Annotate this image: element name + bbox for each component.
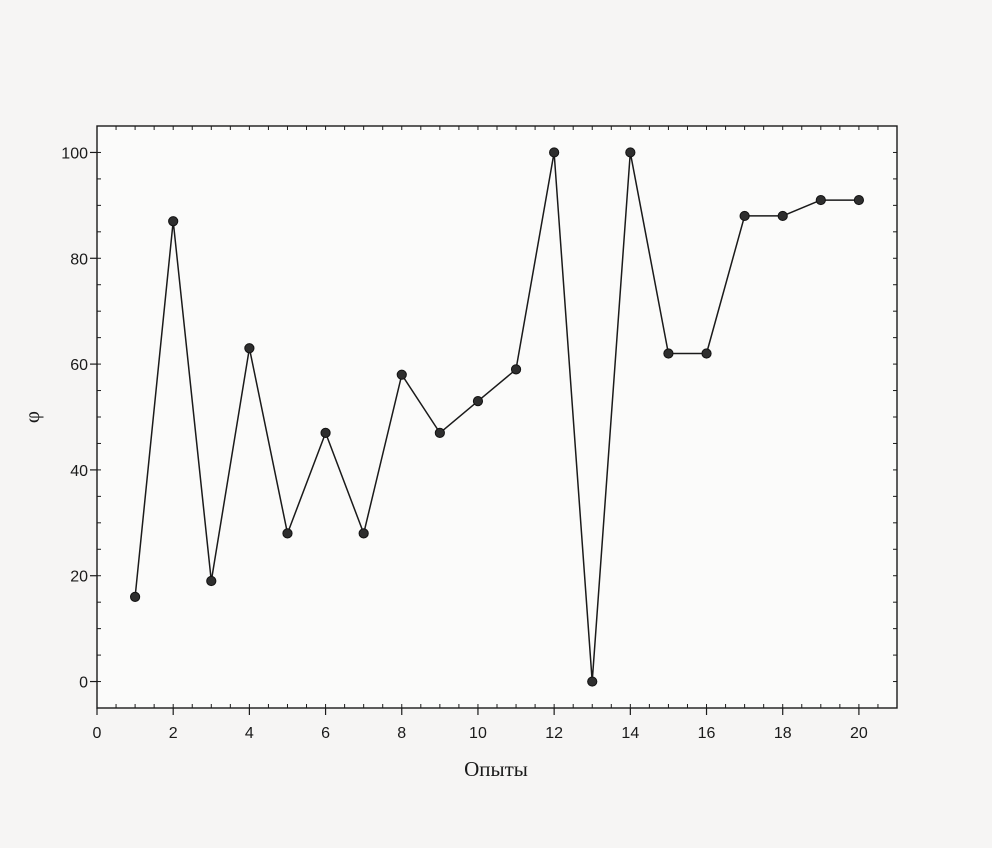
x-tick-label: 14 [621,725,639,742]
x-tick-label: 12 [545,725,563,742]
y-tick-label: 0 [79,675,88,692]
y-tick-label: 80 [70,251,88,268]
x-tick-label: 6 [321,725,330,742]
x-axis-title: Опыты [464,757,528,781]
data-point [434,427,445,438]
data-point [206,575,217,587]
data-point [701,348,712,359]
data-point [777,210,788,222]
data-point [472,396,484,407]
data-point [244,343,255,354]
y-tick-label: 100 [61,145,88,162]
data-point [168,216,179,227]
series-lines [134,151,859,683]
data-point [549,147,560,158]
y-tick-labels: 0 20 40 60 80 100 [61,145,88,691]
data-point [396,369,407,380]
data-point [663,348,674,359]
data-point [815,194,826,206]
x-tick-label: 10 [469,725,487,742]
x-tick-label: 2 [169,725,178,742]
data-point [358,528,369,539]
x-tick-label: 8 [397,725,406,742]
y-tick-label: 60 [70,357,88,374]
data-point [129,591,141,602]
x-tick-label: 18 [774,725,792,742]
x-tick-label: 4 [245,725,254,742]
data-point [853,194,865,206]
x-tick-label: 16 [698,725,716,742]
y-tick-label: 40 [70,463,88,480]
data-point [510,364,522,375]
x-tick-label: 0 [93,725,102,742]
minor-ticks [97,126,897,708]
major-ticks [90,151,860,715]
data-point [587,676,598,687]
data-point [282,528,293,539]
y-axis-title: φ [20,411,44,423]
y-tick-label: 20 [70,569,88,586]
x-tick-labels: 0 2 4 6 8 10 12 14 16 18 20 [93,725,868,742]
plot-area [96,125,898,709]
data-point [625,147,636,158]
data-point [320,427,331,438]
series-points [129,147,865,687]
data-point [739,210,750,222]
x-tick-label: 20 [850,725,868,742]
series-line [134,151,859,683]
